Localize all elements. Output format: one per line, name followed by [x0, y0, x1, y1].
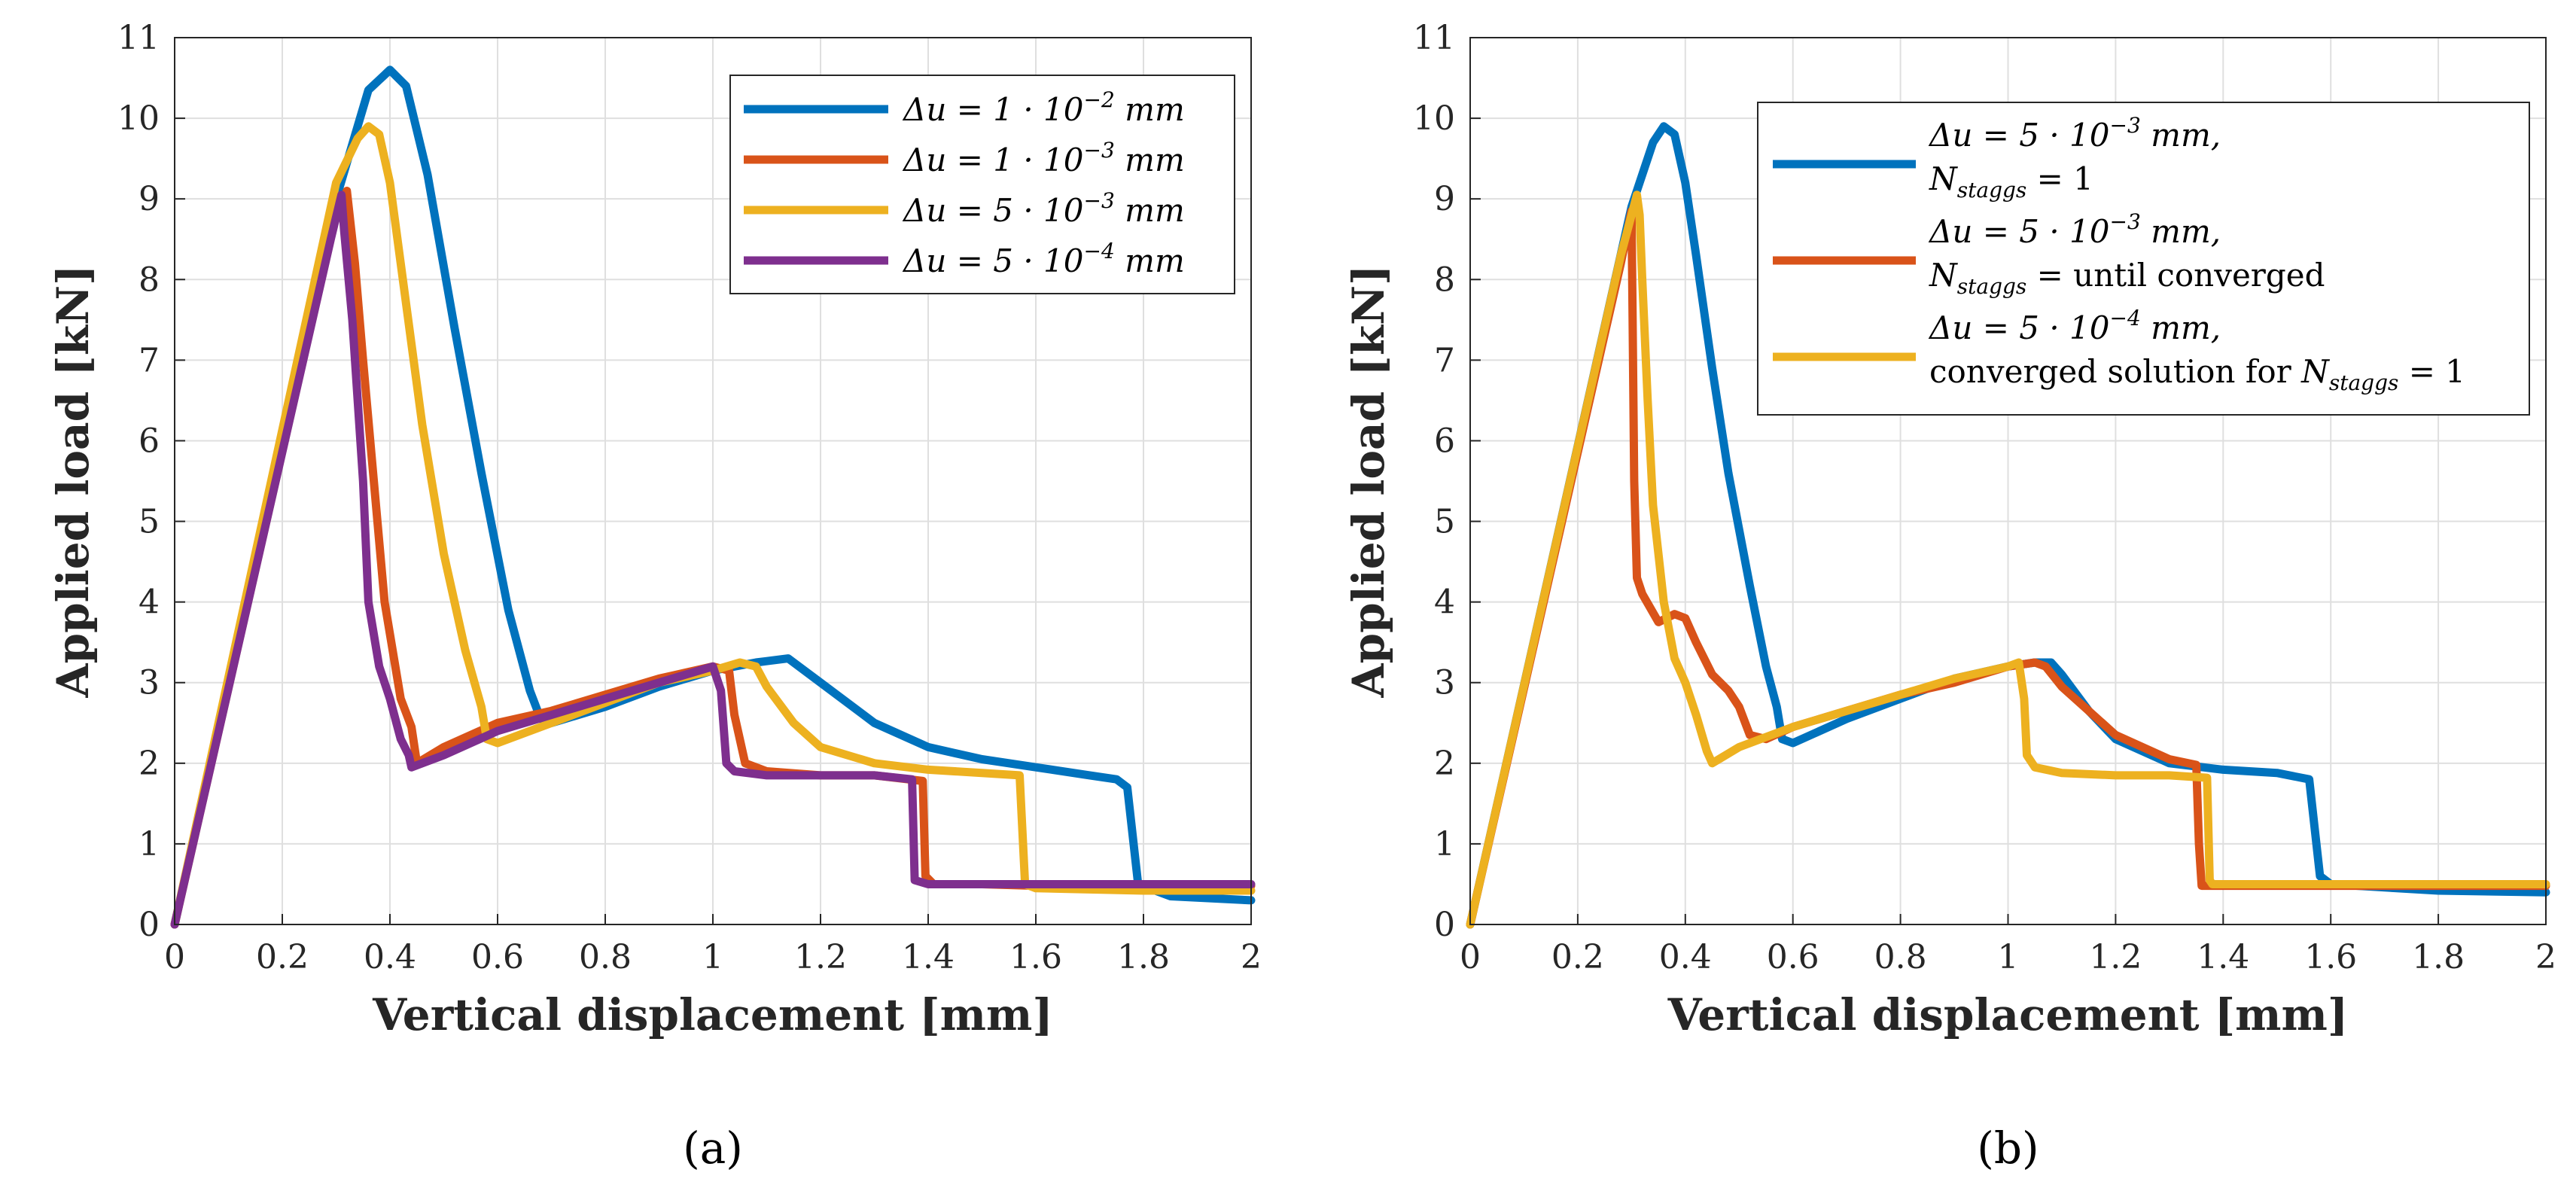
y-tick-label: 1	[1434, 825, 1455, 864]
panel-b-lines	[1466, 122, 2550, 929]
y-tick-label: 7	[139, 341, 160, 379]
legend-entry-3: Δu = 5 · 10−3 mm	[902, 188, 1185, 229]
y-tick-label: 2	[1434, 745, 1455, 783]
series-line-4	[170, 190, 1256, 929]
x-tick-label: 1.6	[1009, 938, 1062, 976]
x-tick-label: 1.4	[2197, 938, 2249, 976]
x-tick-label: 0.8	[579, 938, 632, 976]
y-tick-label: 3	[1434, 664, 1455, 702]
y-tick-label: 4	[1434, 583, 1455, 622]
y-tick-label: 8	[1434, 260, 1455, 299]
panel-a: 0 0.2 0.4 0.6 0.8 1 1.2 1.4 1.6 1.8 2 0 1 2 3 4 5 6 7 8 9 10 1…	[47, 19, 1262, 1174]
x-tick-label: 1	[1998, 938, 2019, 976]
x-tick-label: 2	[2535, 938, 2556, 976]
y-tick-label: 9	[139, 180, 160, 218]
x-tick-label: 1.2	[794, 938, 847, 976]
legend-entry-3-line-1: Δu = 5 · 10−4 mm,	[1928, 306, 2221, 346]
x-tick-label: 1.8	[1117, 938, 1170, 976]
y-tick-label: 8	[139, 260, 160, 299]
x-tick-label: 0.4	[364, 938, 416, 976]
panel-a-lines	[170, 65, 1256, 929]
x-tick-label: 1.6	[2304, 938, 2357, 976]
panel-b: 0 0.2 0.4 0.6 0.8 1 1.2 1.4 1.6 1.8 2 0 1 2 3 4 5 6 7 8 9 10 1…	[1343, 19, 2556, 1174]
legend-entry-2-line-1: Δu = 5 · 10−3 mm,	[1928, 209, 2221, 250]
legend-entry-2-line-2: Nstaggs = until converged	[1929, 257, 2325, 299]
x-tick-label: 0.2	[1551, 938, 1604, 976]
panel-a-ticks: 0 0.2 0.4 0.6 0.8 1 1.2 1.4 1.6 1.8 2 0 1 2 3 4 5 6 7 8 9 10 1…	[117, 19, 1262, 976]
x-tick-label: 0	[1460, 938, 1481, 976]
y-tick-label: 7	[1434, 341, 1455, 379]
y-tick-label: 2	[139, 745, 160, 783]
x-tick-label: 0.2	[256, 938, 309, 976]
x-tick-label: 0.6	[471, 938, 524, 976]
x-tick-label: 1.8	[2412, 938, 2465, 976]
panel-b-y-axis-label: Applied load [kN]	[1343, 265, 1394, 699]
panel-a-y-axis-label: Applied load [kN]	[47, 265, 99, 699]
legend-entry-2: Δu = 1 · 10−3 mm	[902, 138, 1185, 178]
x-tick-label: 2	[1241, 938, 1262, 976]
legend-entry-1-line-2: Nstaggs = 1	[1929, 160, 2093, 203]
panel-b-label: (b)	[1977, 1122, 2039, 1174]
y-tick-label: 0	[139, 906, 160, 944]
legend-entry-1-line-1: Δu = 5 · 10−3 mm,	[1928, 113, 2221, 154]
x-tick-label: 1.4	[902, 938, 955, 976]
y-tick-label: 1	[139, 825, 160, 864]
x-tick-label: 1	[702, 938, 723, 976]
legend-entry-4: Δu = 5 · 10−4 mm	[902, 239, 1185, 279]
y-tick-label: 11	[1413, 19, 1455, 57]
x-tick-label: 1.2	[2089, 938, 2142, 976]
x-tick-label: 0.8	[1874, 938, 1927, 976]
x-tick-label: 0.6	[1767, 938, 1819, 976]
y-tick-label: 5	[139, 503, 160, 541]
y-tick-label: 4	[139, 583, 160, 622]
panel-b-legend: Δu = 5 · 10−3 mm, Nstaggs = 1 Δu = 5 · 10−…	[1757, 102, 2530, 416]
y-tick-label: 3	[139, 664, 160, 702]
panel-b-ticks: 0 0.2 0.4 0.6 0.8 1 1.2 1.4 1.6 1.8 2 0 1 2 3 4 5 6 7 8 9 10 1…	[1413, 19, 2556, 976]
legend-entry-1: Δu = 1 · 10−2 mm	[902, 87, 1185, 128]
y-tick-label: 0	[1434, 906, 1455, 944]
panel-b-x-axis-label: Vertical displacement [mm]	[1667, 989, 2349, 1040]
panel-a-x-axis-label: Vertical displacement [mm]	[372, 989, 1053, 1040]
y-tick-label: 11	[117, 19, 160, 57]
y-tick-label: 6	[1434, 422, 1455, 460]
y-tick-label: 6	[139, 422, 160, 460]
y-tick-label: 9	[1434, 180, 1455, 218]
y-tick-label: 5	[1434, 503, 1455, 541]
y-tick-label: 10	[1413, 99, 1455, 138]
panel-a-label: (a)	[683, 1122, 743, 1174]
series-line-3	[1466, 190, 2550, 929]
panel-a-legend: Δu = 1 · 10−2 mm Δu = 1 · 10−3 mm Δu = 5 ·…	[729, 75, 1235, 294]
x-tick-label: 0	[164, 938, 185, 976]
legend-entry-3-line-2: converged solution for Nstaggs = 1	[1929, 353, 2465, 395]
x-tick-label: 0.4	[1659, 938, 1712, 976]
y-tick-label: 10	[117, 99, 160, 138]
